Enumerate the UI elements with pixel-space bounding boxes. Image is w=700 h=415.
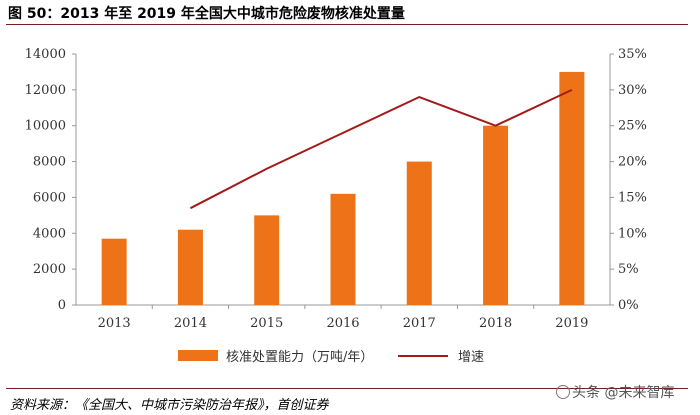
watermark-text: 头条 @未来智库 [572, 385, 675, 401]
y-tick-label-left: 8000 [33, 155, 66, 170]
y-tick-label-right: 5% [618, 262, 639, 277]
line-series [189, 88, 573, 210]
y-tick-label-left: 10000 [25, 119, 66, 134]
source-note: 资料来源：《全国大、中城市污染防治年报》，首创证券 [10, 398, 329, 413]
y-tick-label-right: 15% [618, 190, 647, 205]
legend: 核准处置能力（万吨/年） 增速 [178, 350, 484, 365]
y-tick-label-left: 12000 [25, 83, 66, 98]
x-tick-label: 2013 [98, 316, 131, 331]
watermark: 头条 @未来智库 [556, 382, 674, 402]
bar [330, 193, 356, 305]
source-rule [6, 388, 688, 389]
title-rule [6, 24, 688, 25]
legend-swatch-bar [178, 350, 218, 361]
y-tick-label-right: 25% [618, 119, 647, 134]
y-tick-label-left: 14000 [25, 47, 66, 62]
x-tick-label: 2015 [250, 316, 283, 331]
combo-chart: 0 2000 4000 6000 8000 10000 12000 14000 0% 5% 10% 1… [25, 47, 647, 365]
legend-label-line: 增速 [458, 350, 484, 365]
x-tick-label: 2016 [326, 316, 359, 331]
y-tick-label-right: 10% [618, 226, 647, 241]
tick-labels: 0 2000 4000 6000 8000 10000 12000 14000 0% 5% 10% 1… [25, 47, 647, 331]
y-tick-label-left: 4000 [33, 226, 66, 241]
bar [101, 238, 127, 305]
bar [177, 229, 203, 305]
bar [483, 125, 509, 305]
bar [254, 215, 280, 305]
figure-title: 图 50：2013 年至 2019 年全国大中城市危险废物核准处置量 [8, 6, 405, 22]
bar [559, 71, 585, 305]
bar-series [101, 71, 585, 305]
y-tick-label-right: 35% [618, 47, 647, 62]
legend-label-bar: 核准处置能力（万吨/年） [226, 350, 373, 365]
y-tick-label-left: 0 [58, 298, 66, 313]
y-tick-label-right: 0% [618, 298, 639, 313]
x-tick-label: 2018 [479, 316, 512, 331]
bar [406, 161, 432, 305]
y-tick-label-left: 2000 [33, 262, 66, 277]
x-tick-label: 2017 [403, 316, 436, 331]
y-tick-label-right: 20% [618, 155, 647, 170]
y-tick-label-right: 30% [618, 83, 647, 98]
growth-line [189, 88, 573, 210]
x-tick-label: 2014 [174, 316, 207, 331]
x-tick-label: 2019 [555, 316, 588, 331]
y-tick-label-left: 6000 [33, 190, 66, 205]
watermark-logo-icon [556, 385, 570, 399]
